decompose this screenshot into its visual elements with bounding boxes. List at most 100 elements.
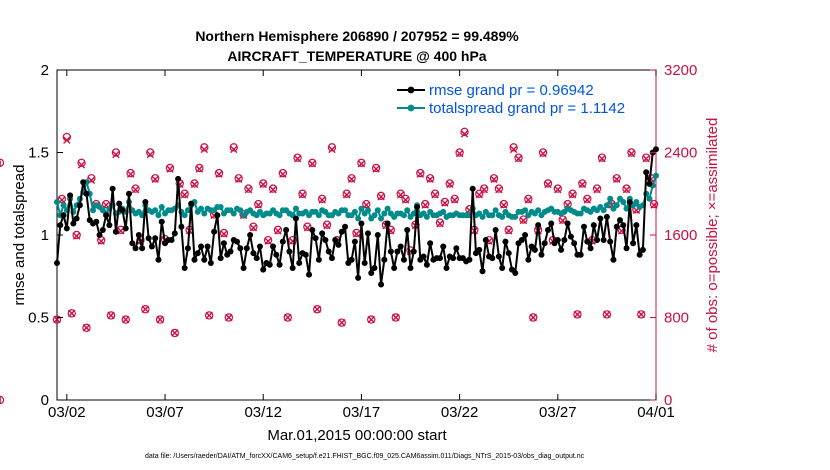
obs-possible-point <box>396 189 405 198</box>
obs-assimilated-point <box>97 237 105 245</box>
obs-assimilated-stroke <box>426 175 434 184</box>
rmse-point <box>394 248 401 255</box>
rmse-point <box>152 235 159 242</box>
totalspread-point <box>378 215 385 222</box>
obs-possible-point <box>649 199 659 209</box>
data-file-footnote: data file: /Users/raeder/DAI/ATM_forcXX/… <box>145 453 585 460</box>
rmse-point <box>106 222 113 229</box>
y-right-tick-label: 0 <box>664 392 672 409</box>
rmse-point <box>587 245 594 252</box>
rmse-point <box>76 202 83 209</box>
totalspread-point <box>184 207 191 214</box>
obs-assimilated-stroke <box>357 160 366 168</box>
obs-assimilated-point <box>323 222 331 230</box>
obs-assimilated-stroke <box>495 185 503 194</box>
obs-assimilated-stroke <box>367 315 375 324</box>
obs-assimilated-point <box>514 154 523 163</box>
y-axis-right-ticks: 0 800 1600 2400 3200 <box>650 62 697 409</box>
obs-assimilated-point <box>220 230 228 238</box>
totalspread-point <box>355 215 362 222</box>
obs-assimilated-point <box>637 310 645 319</box>
rmse-point <box>384 220 391 227</box>
rmse-point <box>355 274 362 281</box>
totalspread-point <box>577 210 584 217</box>
totalspread-point <box>512 213 519 220</box>
obs-assimilated-stroke <box>308 160 317 168</box>
rmse-point <box>243 245 250 252</box>
obs-assimilated-stroke <box>205 311 213 320</box>
obs-assimilated-point <box>650 201 658 209</box>
obs-possible-point <box>249 222 258 231</box>
obs-assimilated-stroke <box>622 185 631 194</box>
obs-assimilated-stroke <box>171 329 179 337</box>
rmse-point <box>571 240 578 247</box>
chart-title: Northern Hemisphere 206890 / 207952 = 99… <box>195 28 519 44</box>
obs-possible-point <box>150 174 160 183</box>
rmse-point <box>191 256 198 263</box>
legend-spread-marker <box>407 104 415 112</box>
rmse-point <box>207 260 214 267</box>
rmse-point <box>554 236 561 243</box>
rmse-point <box>397 243 404 250</box>
obs-assimilated-point <box>627 149 636 158</box>
obs-assimilated-stroke <box>180 191 189 199</box>
obs-assimilated-point <box>274 227 282 235</box>
obs-assimilated-stroke <box>446 180 454 189</box>
rmse-point <box>332 236 339 243</box>
obs-assimilated-point <box>63 136 71 144</box>
obs-assimilated-stroke <box>220 230 228 238</box>
rmse-point <box>57 222 64 229</box>
obs-possible-point <box>494 184 504 193</box>
totalspread-point <box>404 207 411 214</box>
y-right-tick-label: 3200 <box>664 62 697 79</box>
obs-assimilated-point <box>200 145 208 154</box>
obs-possible-point <box>141 305 150 314</box>
chart-subtitle: AIRCRAFT_TEMPERATURE @ 400 hPa <box>227 48 486 64</box>
obs-possible-point <box>180 189 189 198</box>
totalspread-point <box>152 207 159 214</box>
rmse-point <box>270 243 277 250</box>
obs-assimilated-stroke <box>264 237 272 245</box>
rmse-point <box>630 240 637 247</box>
rmse-point <box>181 265 188 271</box>
rmse-point <box>482 236 489 243</box>
obs-possible-point <box>514 153 523 162</box>
obs-assimilated-point <box>77 161 86 169</box>
x-tick-label: 03/27 <box>539 404 577 421</box>
obs-possible-point <box>592 184 602 193</box>
obs-possible-point <box>529 313 538 322</box>
rmse-point <box>639 246 646 253</box>
rmse-point <box>410 248 417 255</box>
rmse-point <box>148 243 155 250</box>
rmse-point <box>315 256 322 263</box>
obs-assimilated-stroke <box>303 224 312 232</box>
obs-assimilated-point <box>180 191 189 199</box>
y-right-tick-label: 1600 <box>664 227 697 244</box>
rmse-point <box>116 200 123 207</box>
obs-possible-point <box>445 179 454 188</box>
rmse-point <box>178 223 185 230</box>
obs-assimilated-point <box>451 196 459 204</box>
rmse-point <box>256 243 263 250</box>
rmse-point <box>237 245 244 252</box>
obs-assimilated-point <box>254 201 262 209</box>
obs-possible-point <box>376 191 386 201</box>
rmse-point <box>646 180 653 187</box>
obs-assimilated-point <box>352 230 361 238</box>
rmse-point <box>319 230 326 237</box>
y-right-tick-label: 2400 <box>664 145 697 162</box>
rmse-point <box>204 243 211 250</box>
obs-possible-point <box>543 179 553 188</box>
rmse-point <box>561 236 568 243</box>
obs-possible-point <box>293 153 302 162</box>
rmse-point <box>548 220 555 227</box>
obs-assimilated-stroke <box>342 191 351 199</box>
rmse-point <box>351 238 358 245</box>
rmse-point <box>342 223 349 230</box>
obs-possible-point <box>52 315 62 324</box>
obs-possible-point <box>106 311 116 320</box>
obs-possible-point <box>519 215 528 224</box>
rmse-point <box>54 260 60 267</box>
rmse-point <box>306 271 313 278</box>
obs-assimilated-stroke <box>460 130 469 138</box>
